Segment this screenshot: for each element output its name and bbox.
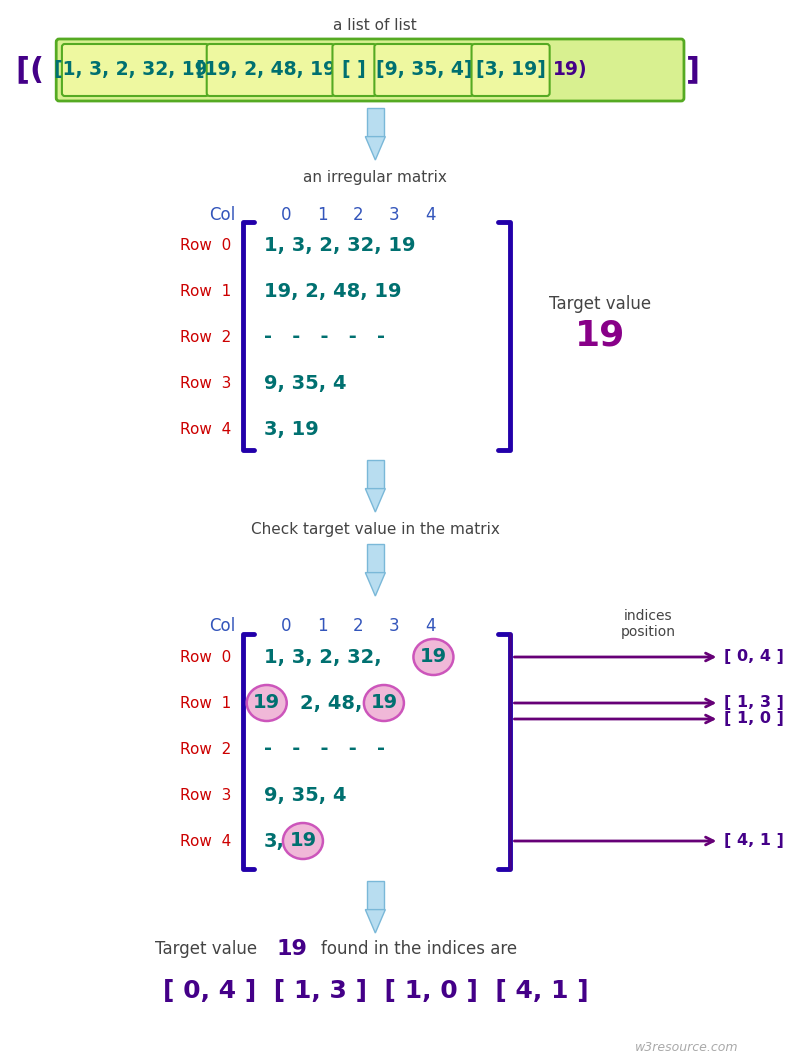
Text: 19: 19 [575, 319, 626, 353]
Text: 3: 3 [389, 206, 400, 225]
Text: 4: 4 [425, 206, 436, 225]
Text: Row  1: Row 1 [180, 696, 231, 711]
Polygon shape [365, 136, 385, 160]
Ellipse shape [413, 639, 454, 675]
Polygon shape [365, 488, 385, 512]
Text: Target value: Target value [155, 940, 257, 958]
FancyBboxPatch shape [207, 44, 335, 96]
Text: 19: 19 [290, 831, 316, 850]
Text: Row  1: Row 1 [180, 283, 231, 299]
Text: found in the indices are: found in the indices are [321, 940, 518, 958]
Text: [ 0, 4 ]: [ 0, 4 ] [724, 649, 783, 665]
FancyBboxPatch shape [332, 44, 376, 96]
Text: [ 1, 3 ]: [ 1, 3 ] [724, 696, 783, 711]
FancyBboxPatch shape [472, 44, 550, 96]
Text: 0: 0 [281, 206, 291, 225]
Text: 2: 2 [353, 206, 364, 225]
Text: an irregular matrix: an irregular matrix [304, 170, 447, 185]
Text: 1: 1 [316, 617, 327, 635]
Text: 3, 19: 3, 19 [264, 419, 319, 438]
Ellipse shape [247, 685, 286, 721]
Text: [19, 2, 48, 19]: [19, 2, 48, 19] [196, 61, 345, 80]
Text: a list of list: a list of list [334, 18, 417, 33]
Ellipse shape [364, 685, 404, 721]
Text: 2, 48,: 2, 48, [300, 694, 362, 713]
Text: 3: 3 [389, 617, 400, 635]
Text: 19): 19) [552, 61, 587, 80]
FancyBboxPatch shape [56, 39, 684, 101]
Text: Col: Col [209, 617, 235, 635]
Text: Row  4: Row 4 [180, 421, 231, 436]
Text: 3,: 3, [264, 831, 285, 850]
Text: -   -   -   -   -: - - - - - [264, 328, 385, 347]
Text: ]: ] [686, 55, 700, 84]
Polygon shape [367, 881, 383, 910]
FancyBboxPatch shape [374, 44, 473, 96]
Text: [ 0, 4 ]  [ 1, 3 ]  [ 1, 0 ]  [ 4, 1 ]: [ 0, 4 ] [ 1, 3 ] [ 1, 0 ] [ 4, 1 ] [163, 979, 588, 1003]
Text: Row  0: Row 0 [180, 237, 231, 252]
Text: 4: 4 [425, 617, 436, 635]
Text: 1, 3, 2, 32, 19: 1, 3, 2, 32, 19 [264, 235, 415, 254]
Polygon shape [365, 910, 385, 933]
Text: 19, 2, 48, 19: 19, 2, 48, 19 [264, 282, 402, 300]
Polygon shape [365, 572, 385, 596]
Text: 19: 19 [276, 940, 307, 959]
Text: Row  2: Row 2 [180, 330, 231, 345]
Text: w3resource.com: w3resource.com [635, 1041, 739, 1054]
Text: 1, 3, 2, 32,: 1, 3, 2, 32, [264, 648, 382, 666]
Text: 19: 19 [253, 694, 280, 713]
FancyBboxPatch shape [62, 44, 208, 96]
Text: [1, 3, 2, 32, 19]: [1, 3, 2, 32, 19] [54, 61, 216, 80]
Text: Row  3: Row 3 [180, 787, 231, 802]
Text: [(: [( [16, 55, 54, 84]
Text: [3, 19]: [3, 19] [476, 61, 545, 80]
Text: Col: Col [209, 206, 235, 225]
Text: 9, 35, 4: 9, 35, 4 [264, 785, 346, 804]
Polygon shape [367, 544, 383, 572]
Text: [9, 35, 4]: [9, 35, 4] [376, 61, 472, 80]
Text: [ 4, 1 ]: [ 4, 1 ] [724, 833, 783, 848]
Text: Target value: Target value [549, 295, 651, 313]
Ellipse shape [283, 822, 323, 859]
Text: 2: 2 [353, 617, 364, 635]
Text: [ ]: [ ] [342, 61, 366, 80]
Text: Row  4: Row 4 [180, 833, 231, 848]
Text: 1: 1 [316, 206, 327, 225]
Text: 9, 35, 4: 9, 35, 4 [264, 373, 346, 393]
Text: 19: 19 [370, 694, 398, 713]
Text: indices
position: indices position [620, 609, 675, 639]
Text: Row  3: Row 3 [180, 376, 231, 390]
Text: [ 1, 0 ]: [ 1, 0 ] [724, 712, 783, 727]
Text: Row  2: Row 2 [180, 742, 231, 757]
Text: -   -   -   -   -: - - - - - [264, 739, 385, 759]
Text: 0: 0 [281, 617, 291, 635]
Polygon shape [367, 460, 383, 488]
Text: Row  0: Row 0 [180, 649, 231, 665]
Polygon shape [367, 109, 383, 136]
Text: 19: 19 [420, 648, 447, 666]
Text: Check target value in the matrix: Check target value in the matrix [251, 522, 499, 537]
